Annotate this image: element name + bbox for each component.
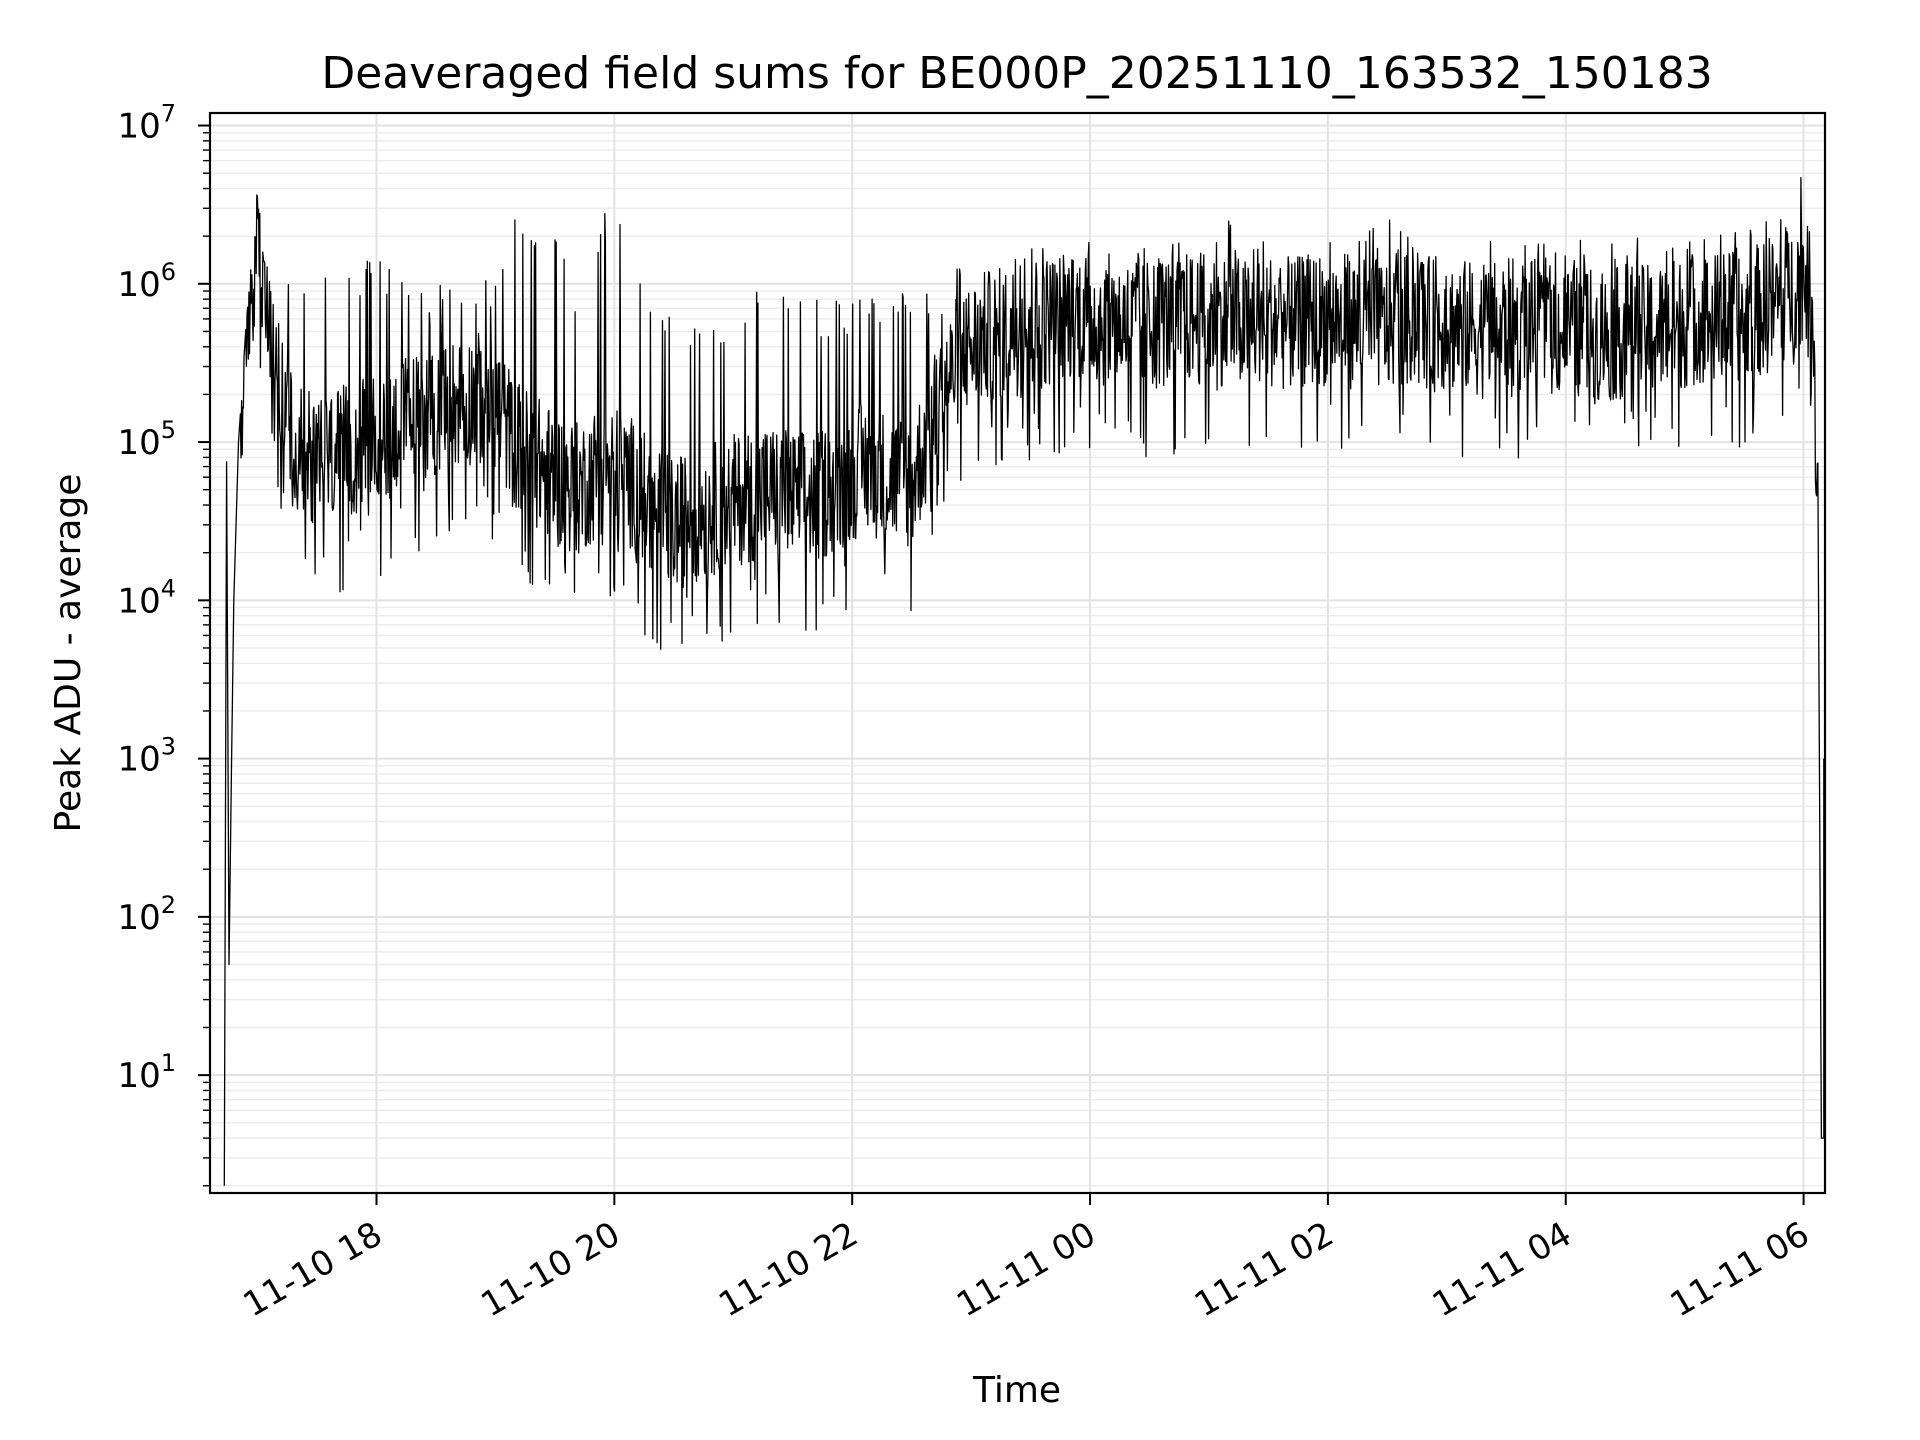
grid [210,113,1825,1193]
series-group [223,176,1825,1186]
y-tick-base: 10 [117,740,160,780]
y-tick-base: 10 [117,265,160,305]
y-tick-exponent: 7 [161,100,176,128]
chart-title: Deaveraged field sums for BE000P_2025111… [321,48,1712,99]
y-tick-exponent: 2 [161,891,176,919]
y-tick-base: 10 [117,1056,160,1096]
series-line [223,176,1825,1186]
y-tick-label: 107 [117,100,176,147]
y-tick-base: 10 [117,423,160,463]
y-tick-label: 102 [117,891,176,938]
y-tick-exponent: 1 [161,1049,176,1077]
y-tick-label: 106 [117,258,176,305]
y-tick-base: 10 [117,898,160,938]
y-tick-exponent: 4 [161,574,176,602]
y-tick-label: 101 [117,1049,176,1096]
y-tick-label: 104 [117,574,176,621]
y-tick-exponent: 6 [161,258,176,286]
y-tick-base: 10 [117,581,160,621]
x-axis-label: Time [972,1370,1061,1411]
plot-frame [208,111,1827,1195]
y-tick-label: 105 [117,416,176,463]
y-tick-label: 103 [117,733,176,780]
y-tick-base: 10 [117,107,160,147]
y-axis-label: Peak ADU - average [48,474,89,833]
y-tick-exponent: 5 [161,416,176,444]
y-tick-exponent: 3 [161,733,176,761]
